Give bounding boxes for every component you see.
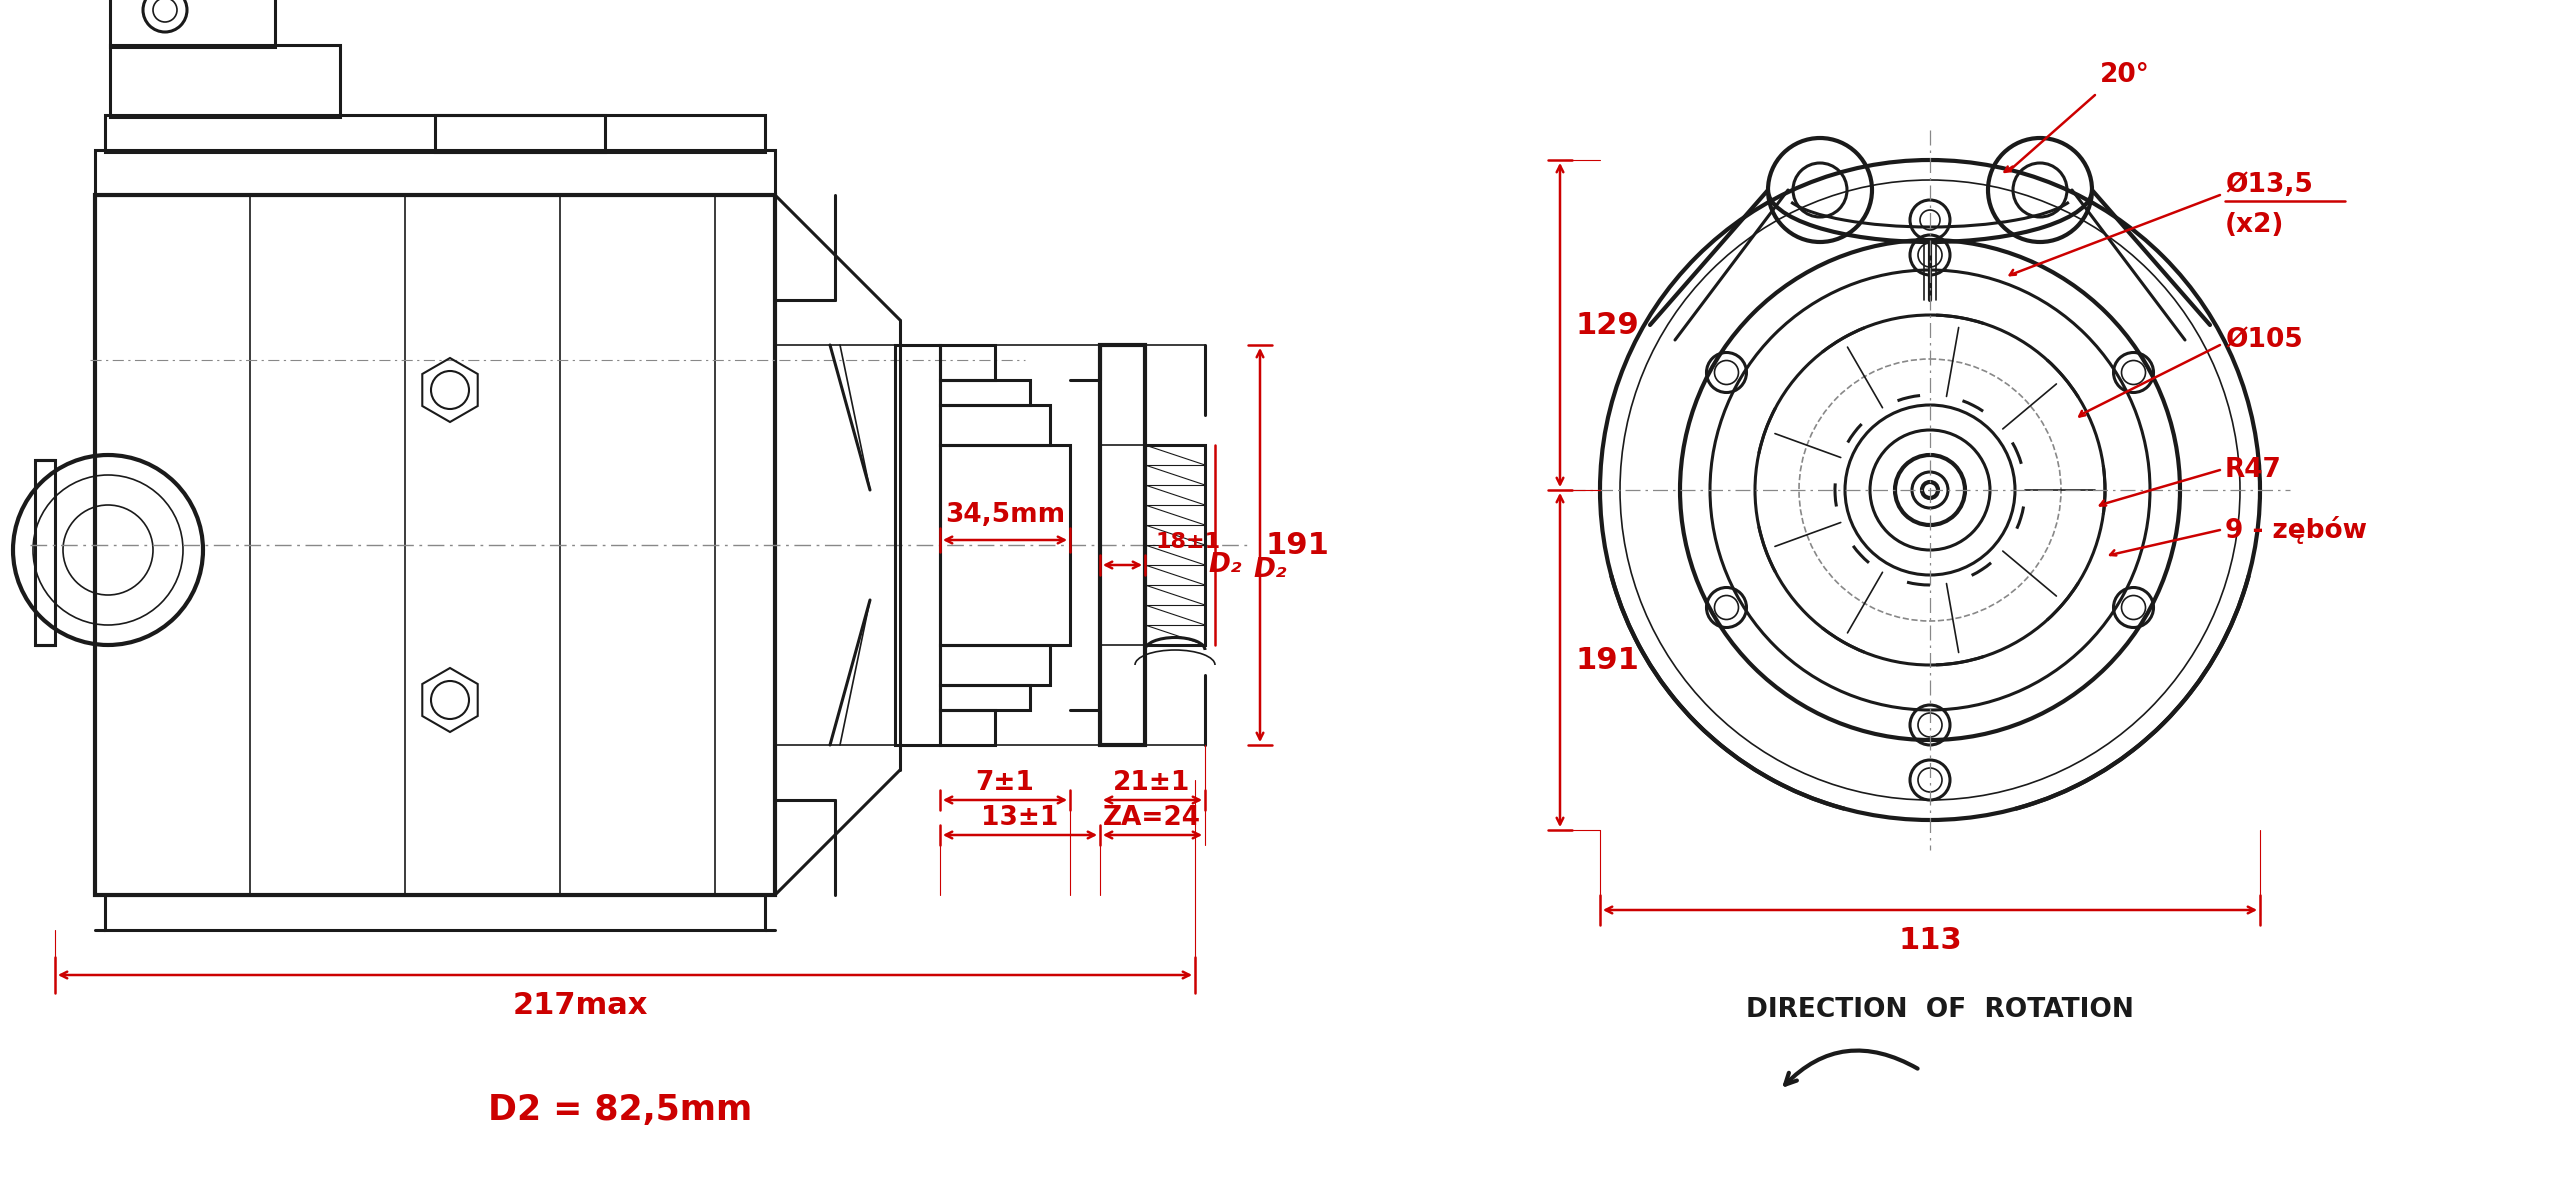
Text: D₂: D₂ [1208, 552, 1242, 578]
Bar [940, 710, 996, 745]
Bar [1144, 445, 1206, 645]
Text: 217max: 217max [512, 990, 648, 1020]
Bar [940, 645, 1050, 685]
Text: D2 = 82,5mm: D2 = 82,5mm [489, 1092, 753, 1127]
Text: Ø105: Ø105 [2225, 327, 2304, 353]
Bar [940, 380, 1029, 405]
Text: 18±1: 18±1 [1155, 532, 1221, 552]
Bar [940, 405, 1050, 445]
Text: 129: 129 [1574, 311, 1638, 339]
Text: 13±1: 13±1 [980, 804, 1060, 831]
Bar [1101, 345, 1144, 745]
Text: 191: 191 [1265, 531, 1329, 559]
Text: 20°: 20° [2099, 62, 2150, 88]
Bar [110, 45, 340, 117]
Bar [940, 445, 1070, 645]
Text: DIRECTION  OF  ROTATION: DIRECTION OF ROTATION [1746, 997, 2135, 1023]
Text: 21±1: 21±1 [1114, 770, 1190, 796]
Text: Ø13,5: Ø13,5 [2225, 173, 2312, 198]
Text: 34,5mm: 34,5mm [945, 502, 1065, 528]
Text: 113: 113 [1897, 926, 1961, 954]
Text: 9 - zębów: 9 - zębów [2225, 516, 2368, 544]
Bar [110, 0, 274, 46]
Bar [896, 345, 940, 745]
Bar [105, 895, 765, 931]
Bar [95, 150, 776, 195]
Text: D₂: D₂ [1254, 557, 1288, 583]
Bar [940, 345, 996, 380]
Bar [105, 115, 765, 152]
Bar [940, 685, 1029, 710]
Text: 7±1: 7±1 [975, 770, 1034, 796]
Text: R47: R47 [2225, 457, 2281, 483]
Text: 191: 191 [1574, 645, 1638, 675]
Bar [435, 115, 604, 152]
Text: (x2): (x2) [2225, 212, 2284, 238]
Bar [36, 461, 54, 645]
Bar [95, 195, 776, 895]
Text: ZA=24: ZA=24 [1103, 804, 1201, 831]
